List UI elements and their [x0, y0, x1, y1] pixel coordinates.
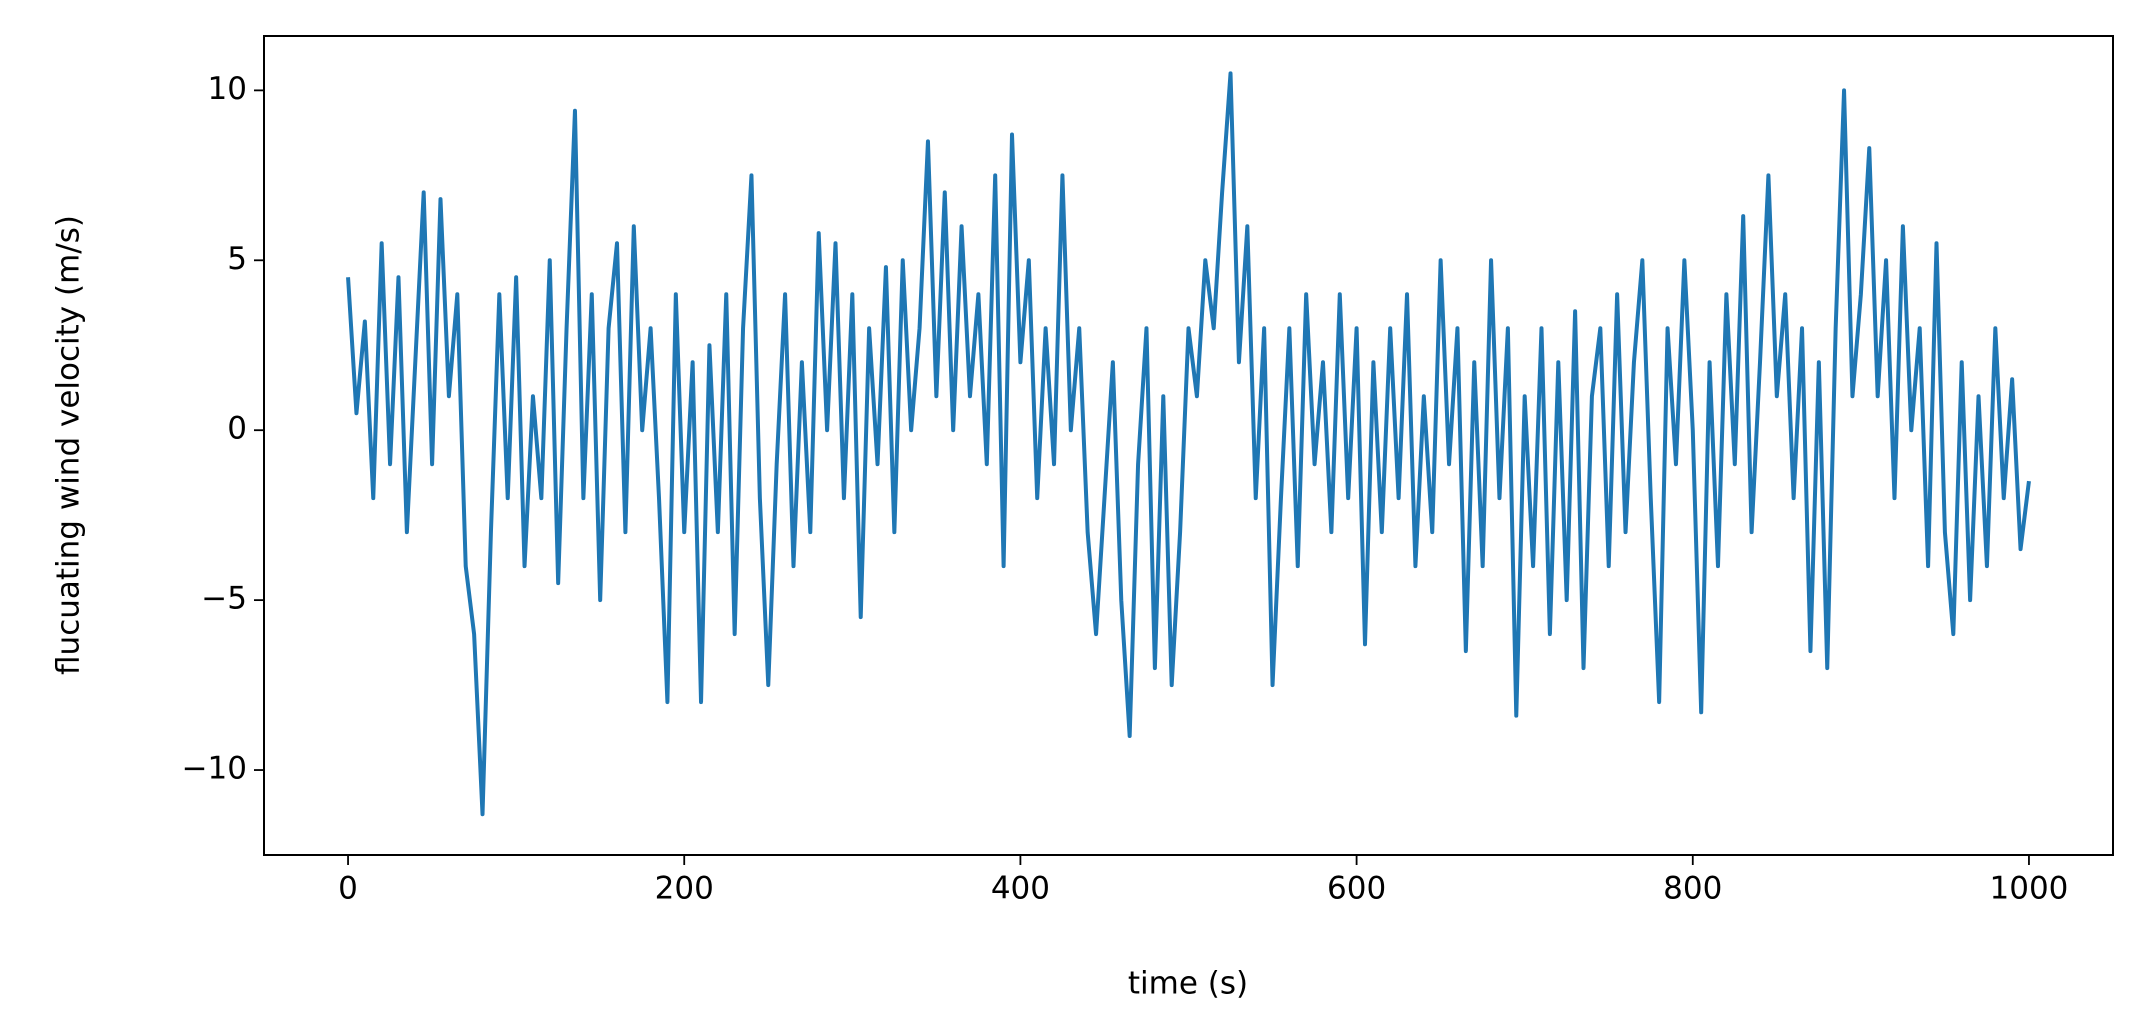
x-tick-label: 600 — [1327, 871, 1386, 907]
y-tick-label: 10 — [208, 71, 247, 107]
y-tick-label: 5 — [227, 241, 247, 277]
x-tick-label: 1000 — [1990, 871, 2069, 907]
plot-frame — [263, 35, 2114, 856]
x-tick-label: 0 — [338, 871, 358, 907]
x-tick-label: 200 — [655, 871, 714, 907]
x-tick-label: 800 — [1663, 871, 1722, 907]
x-tick-label: 400 — [991, 871, 1050, 907]
data-line — [346, 71, 2031, 817]
y-tick-label: −5 — [201, 581, 247, 617]
y-tick-label: −10 — [182, 751, 247, 787]
x-axis-label: time (s) — [1128, 966, 1248, 1002]
y-axis-label: flucuating wind velocity (m/s) — [51, 215, 87, 675]
y-tick-label: 0 — [227, 411, 247, 447]
